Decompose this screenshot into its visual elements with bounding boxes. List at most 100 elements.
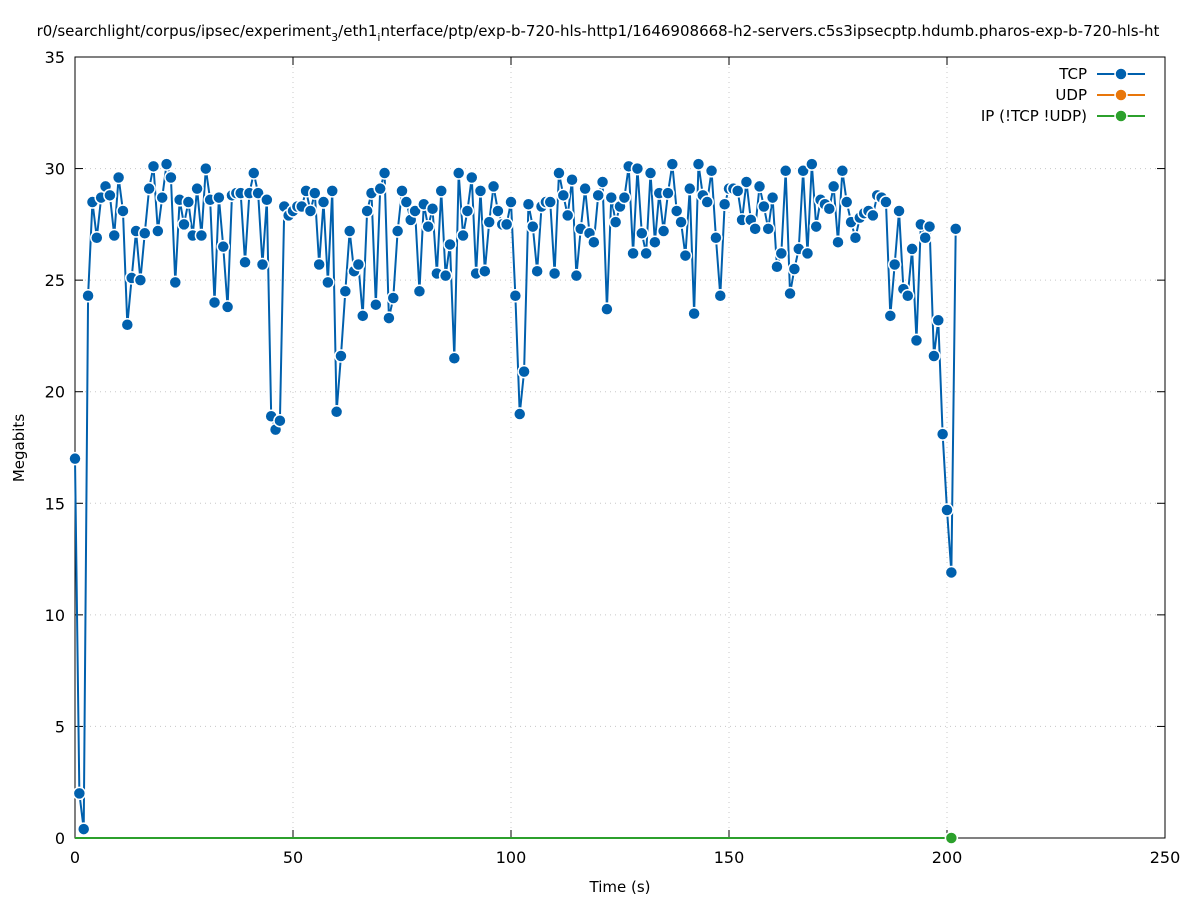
data-point xyxy=(177,217,191,232)
data-point xyxy=(438,268,453,283)
data-point xyxy=(168,275,183,290)
data-point xyxy=(805,157,819,171)
data-point xyxy=(120,318,135,332)
data-point xyxy=(447,351,462,365)
data-point xyxy=(512,407,527,421)
data-point xyxy=(883,309,898,323)
data-point xyxy=(194,228,209,243)
data-point xyxy=(835,164,850,178)
data-point xyxy=(866,208,880,223)
legend-label: TCP xyxy=(1058,65,1087,83)
title-segment: 3 xyxy=(331,31,338,44)
data-point xyxy=(639,246,653,261)
data-point xyxy=(556,188,571,203)
data-point xyxy=(700,195,714,209)
data-point xyxy=(273,413,287,428)
data-point xyxy=(526,219,540,234)
data-point xyxy=(81,289,95,303)
data-point xyxy=(159,157,174,171)
title-segment: /eth1 xyxy=(338,22,377,40)
data-point xyxy=(308,186,322,200)
data-point xyxy=(765,190,780,205)
data-point xyxy=(360,204,374,218)
data-point xyxy=(164,170,178,185)
data-point xyxy=(848,230,863,245)
data-point xyxy=(887,257,902,272)
data-point xyxy=(517,364,531,379)
data-point xyxy=(935,427,950,441)
data-point xyxy=(451,166,466,180)
data-point xyxy=(940,503,954,517)
legend-marker xyxy=(1114,67,1128,81)
data-point xyxy=(212,190,226,205)
data-point xyxy=(499,217,514,232)
series-line-tcp xyxy=(74,163,957,830)
data-point xyxy=(709,230,723,245)
data-point xyxy=(316,195,331,209)
data-point xyxy=(504,195,518,209)
data-point xyxy=(486,179,501,194)
data-point xyxy=(434,184,448,198)
data-point xyxy=(879,195,893,209)
data-point xyxy=(922,219,937,234)
data-point xyxy=(547,266,562,281)
data-point xyxy=(312,257,326,272)
data-point xyxy=(220,300,235,314)
data-point xyxy=(809,219,823,234)
data-point xyxy=(600,302,614,316)
data-point xyxy=(142,181,156,196)
data-point xyxy=(739,175,754,189)
data-point xyxy=(247,166,261,180)
data-point xyxy=(587,235,601,249)
data-point xyxy=(931,313,946,328)
data-point xyxy=(325,184,339,198)
data-point xyxy=(669,204,684,218)
y-tick-label: 20 xyxy=(45,383,65,402)
data-point xyxy=(944,565,959,580)
data-point xyxy=(443,237,457,252)
data-point xyxy=(831,235,845,249)
data-point xyxy=(730,184,745,198)
data-point xyxy=(604,190,619,205)
title-segment: nterface/ptp/exp-b-720-hls-http1/1646908… xyxy=(380,22,1159,40)
data-point xyxy=(111,170,126,185)
data-point xyxy=(521,197,536,212)
data-point xyxy=(909,333,924,348)
data-point xyxy=(800,246,815,261)
data-point xyxy=(892,204,906,218)
x-tick-label: 200 xyxy=(932,848,963,867)
data-point xyxy=(190,181,204,196)
data-point xyxy=(151,224,165,238)
x-tick-label: 150 xyxy=(714,848,745,867)
data-point xyxy=(199,161,213,176)
data-point xyxy=(918,230,932,245)
data-point xyxy=(608,215,623,229)
data-point xyxy=(595,175,610,189)
data-point xyxy=(761,222,775,236)
data-point xyxy=(68,451,82,466)
data-point xyxy=(901,289,915,303)
data-point xyxy=(630,161,645,176)
data-point xyxy=(255,257,270,272)
data-point xyxy=(116,204,130,218)
data-point xyxy=(382,311,396,325)
y-tick-label: 10 xyxy=(45,606,65,625)
data-point xyxy=(783,286,797,301)
data-point xyxy=(138,226,152,241)
data-point xyxy=(133,273,148,287)
data-point xyxy=(321,275,335,290)
data-point xyxy=(678,248,693,263)
data-point xyxy=(839,195,854,209)
legend-marker xyxy=(1114,88,1128,102)
data-point xyxy=(207,295,222,310)
data-point xyxy=(395,184,409,198)
legend: TCP UDP IP (!TCP !UDP) xyxy=(981,65,1145,125)
x-tick-label: 100 xyxy=(496,848,527,867)
data-point xyxy=(508,289,523,303)
data-point xyxy=(456,228,470,243)
data-point xyxy=(704,164,719,178)
data-point xyxy=(656,224,671,238)
y-tick-label: 15 xyxy=(45,494,65,513)
data-point xyxy=(155,190,169,205)
y-tick-label: 5 xyxy=(55,717,65,736)
